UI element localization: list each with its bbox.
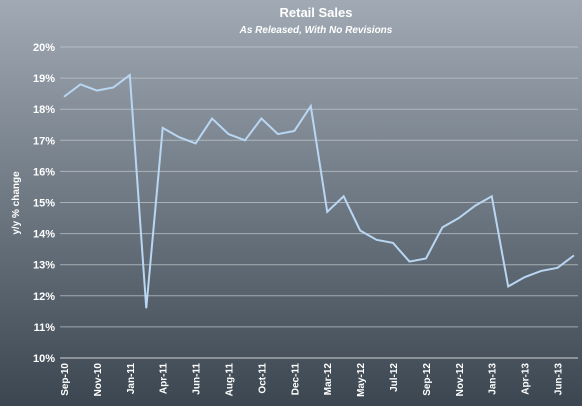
y-tick-label: 15% [33, 198, 55, 210]
x-tick-label: Sep-12 [422, 363, 433, 396]
line [63, 73, 575, 309]
x-tick-label: Jan-11 [126, 363, 137, 395]
y-axis-label: y/y % change [11, 171, 22, 235]
x-tick-label: May-12 [356, 363, 367, 397]
y-tick-label: 18% [33, 104, 55, 116]
y-tick-label: 19% [33, 73, 55, 85]
x-tick-label: Apr-13 [521, 363, 532, 395]
x-tick-label: Nov-12 [455, 363, 466, 397]
y-tick-label: 11% [34, 322, 56, 334]
x-tick-label: Aug-11 [225, 363, 236, 397]
x-tick-label: Apr-11 [159, 363, 170, 395]
y-tick-label: 12% [33, 291, 55, 303]
x-tick-label: Jan-13 [488, 363, 499, 395]
x-tick-label: Oct-11 [257, 363, 268, 394]
chart-title: Retail Sales [280, 5, 353, 20]
y-tick-label: 13% [33, 260, 55, 272]
y-tick-label: 20% [33, 42, 55, 54]
x-tick-label: Sep-10 [60, 363, 71, 396]
x-tick-label: Nov-10 [93, 363, 104, 397]
y-tick-label: 16% [33, 166, 55, 178]
y-tick-label: 10% [33, 353, 55, 365]
x-tick-label: Jun-11 [192, 363, 203, 395]
y-tick-label: 17% [33, 135, 55, 147]
x-tick-label: Mar-12 [323, 363, 334, 396]
x-tick-label: Jun-13 [554, 363, 565, 396]
x-tick-label: Jul-12 [389, 363, 400, 392]
chart-subtitle: As Released, With No Revisions [239, 25, 393, 36]
y-tick-label: 14% [33, 229, 55, 241]
x-tick-label: Dec-11 [290, 363, 301, 396]
